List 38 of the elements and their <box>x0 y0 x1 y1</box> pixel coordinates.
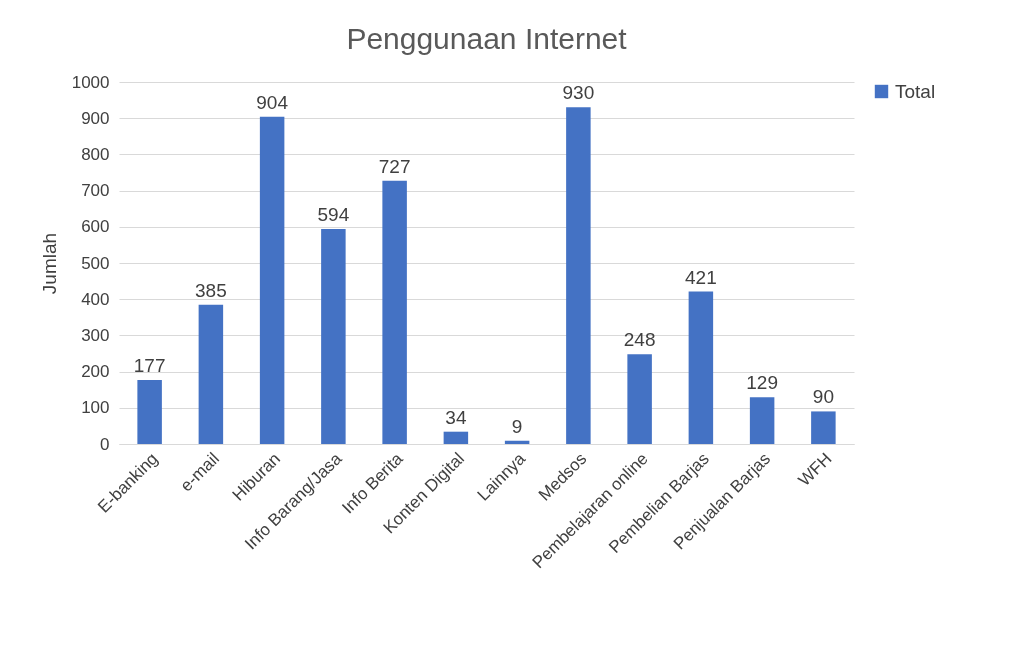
data-label: 930 <box>562 82 595 104</box>
bar <box>688 291 714 444</box>
data-label: 34 <box>445 406 467 428</box>
bar <box>321 228 346 444</box>
y-tick-label: 500 <box>81 253 110 273</box>
y-tick-label: 900 <box>81 108 110 128</box>
bar <box>627 354 652 444</box>
y-tick-label: 300 <box>81 325 110 345</box>
data-label: 385 <box>195 279 227 301</box>
y-tick-label: 0 <box>100 434 110 454</box>
bar <box>198 304 224 444</box>
bar <box>259 116 285 444</box>
bar <box>566 107 591 444</box>
data-label: 248 <box>623 329 656 351</box>
data-label: 90 <box>812 386 834 408</box>
y-tick-label: 1000 <box>71 72 110 92</box>
y-axis-title: Jumlah <box>38 232 60 295</box>
data-label: 177 <box>133 354 166 376</box>
y-tick-label: 200 <box>81 362 110 382</box>
bar <box>137 379 162 444</box>
data-label: 129 <box>746 372 778 394</box>
data-label: 9 <box>511 415 523 437</box>
data-label: 421 <box>685 266 717 288</box>
y-tick-label: 400 <box>81 289 110 309</box>
data-label: 727 <box>378 155 411 177</box>
y-tick-label: 600 <box>81 217 110 237</box>
y-tick-label: 800 <box>81 144 110 164</box>
chart-title: Penggunaan Internet <box>346 22 628 55</box>
y-tick-label: 100 <box>81 398 110 418</box>
bar <box>749 397 775 444</box>
bar <box>811 411 836 444</box>
legend-label: Total <box>895 80 936 102</box>
data-label: 904 <box>256 91 289 113</box>
data-label: 594 <box>317 203 350 225</box>
bar <box>382 180 407 444</box>
y-tick-label: 700 <box>81 181 110 201</box>
bar <box>504 440 530 444</box>
bar <box>443 431 469 444</box>
